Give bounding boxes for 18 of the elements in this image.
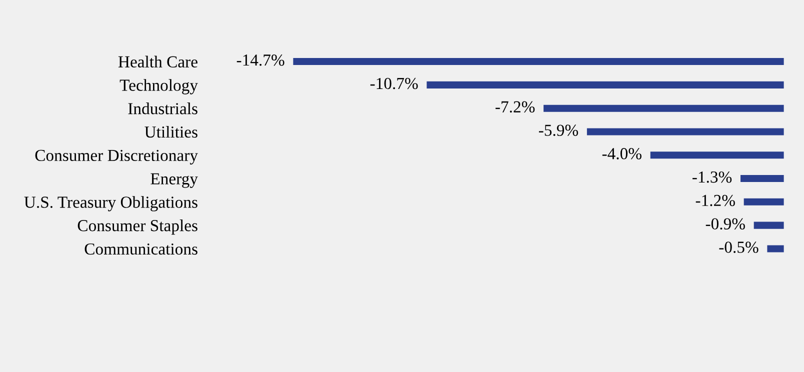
y-tick-label: Utilities — [144, 126, 198, 138]
y-tick-label: Consumer Staples — [78, 220, 198, 235]
y-tick-label: Energy — [150, 173, 198, 188]
data-label: -7.2% — [496, 101, 535, 113]
y-tick-label: Industrials — [128, 102, 198, 114]
y-tick-label: U.S. Treasury Obligations — [24, 196, 198, 212]
y-tick-label: Communications — [84, 243, 198, 255]
data-label: -0.5% — [719, 242, 758, 253]
y-tick-label: Health Care — [118, 56, 198, 68]
data-label: -0.9% — [706, 218, 745, 230]
data-label: -10.7% — [370, 78, 418, 90]
y-tick-label: Consumer Discretionary — [35, 150, 198, 164]
data-label: -1.2% — [696, 194, 735, 206]
data-label: -4.0% — [602, 148, 642, 160]
y-tick-label: Technology — [120, 79, 198, 94]
data-label: -5.9% — [538, 124, 578, 136]
data-label: -14.7% — [236, 54, 284, 66]
data-label: -1.3% — [692, 171, 732, 183]
